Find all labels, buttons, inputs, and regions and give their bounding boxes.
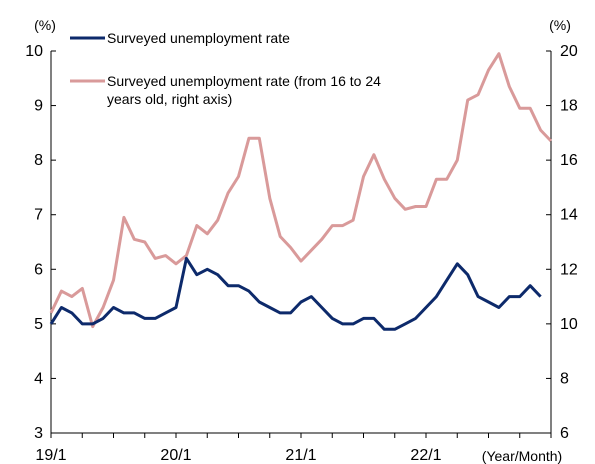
- right-axis-tick-label: 6: [560, 425, 569, 442]
- left-axis-tick-label: 3: [34, 425, 43, 442]
- axes-layer: [50, 51, 552, 434]
- x-axis-tick-label: 21/1: [285, 447, 316, 464]
- left-axis-unit: (%): [34, 17, 56, 33]
- ticks-layer: 3 4 5 6 7 8 9 10 6 8 10 12 14 16 18 20 19/1 20/1 21/1 22/1: [25, 43, 578, 464]
- right-axis-tick-label: 14: [560, 207, 578, 224]
- right-axis-tick-label: 16: [560, 152, 578, 169]
- series-line-youth-unemployment: [49, 52, 553, 329]
- right-axis-unit: (%): [549, 17, 571, 33]
- x-axis-tick-label: 20/1: [160, 447, 191, 464]
- left-axis-tick-label: 10: [25, 43, 43, 60]
- right-axis-tick-label: 10: [560, 316, 578, 333]
- left-axis-tick-label: 8: [34, 152, 43, 169]
- chart-legend: Surveyed unemployment rate Surveyed unem…: [70, 30, 381, 107]
- left-axis-tick-label: 4: [34, 370, 43, 387]
- left-axis-tick-label: 6: [34, 261, 43, 278]
- series-line-surveyed-unemployment: [49, 256, 542, 331]
- x-axis-tick-label: 22/1: [410, 447, 441, 464]
- right-axis-tick-label: 18: [560, 98, 578, 115]
- legend-label-overall: Surveyed unemployment rate: [107, 30, 290, 46]
- right-axis-tick-label: 20: [560, 43, 578, 60]
- right-axis-tick-label: 12: [560, 261, 578, 278]
- left-axis-tick-label: 9: [34, 98, 43, 115]
- left-axis-tick-label: 5: [34, 316, 43, 333]
- legend-label-youth: Surveyed unemployment rate (from 16 to 2…: [107, 73, 381, 107]
- x-axis-label: (Year/Month): [482, 448, 562, 464]
- right-axis-tick-label: 8: [560, 370, 569, 387]
- series-layer: [49, 52, 553, 331]
- x-axis-tick-label: 19/1: [35, 447, 66, 464]
- left-axis-tick-label: 7: [34, 207, 43, 224]
